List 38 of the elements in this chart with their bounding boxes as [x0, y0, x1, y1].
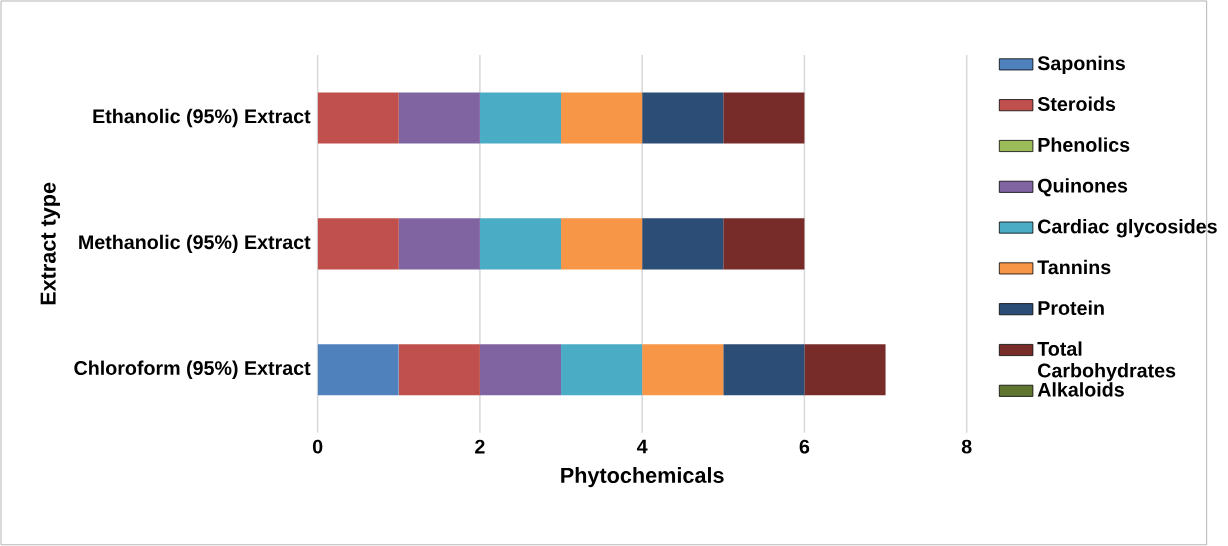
legend-label: Saponins	[1037, 55, 1125, 75]
bar	[723, 92, 805, 144]
bar	[479, 344, 562, 396]
legend-label: Quinones	[1038, 178, 1128, 197]
y-tick-label: Methanolic (95%) Extract	[79, 234, 311, 254]
bar	[479, 92, 562, 144]
bar	[398, 344, 480, 396]
legend-label: Phenolics	[1038, 137, 1130, 152]
bar	[723, 344, 805, 396]
bar	[398, 92, 480, 144]
x-tick-label: 0	[312, 439, 323, 454]
bar	[723, 218, 805, 270]
x-tick-label: 6	[799, 439, 810, 454]
bar	[317, 218, 399, 270]
x-axis-title: Phytochemicals	[561, 467, 724, 488]
y-tick-label: Ethanolic (95%) Extract	[93, 108, 311, 128]
bar	[398, 218, 480, 270]
legend-label: Total Carbohydrates	[1037, 341, 1176, 382]
bar	[317, 344, 399, 396]
bar	[642, 218, 724, 270]
y-axis-title: Extract type	[40, 182, 61, 305]
legend-label: Protein	[1038, 300, 1104, 316]
bar	[561, 344, 643, 396]
bar	[642, 92, 724, 144]
x-tick-label: 8	[961, 439, 972, 454]
bar	[804, 344, 886, 396]
x-tick-label: 2	[475, 439, 485, 454]
y-tick-label: Chloroform (95%) Extract	[74, 360, 311, 380]
bar	[561, 92, 643, 144]
bar	[317, 92, 399, 144]
bar	[642, 344, 724, 396]
legend-label: Tannins	[1037, 259, 1111, 275]
bar	[479, 218, 562, 270]
x-tick-label: 4	[637, 439, 648, 454]
legend-label: Alkaloids	[1037, 382, 1124, 397]
legend-label: Cardiac glycosides	[1038, 219, 1217, 238]
bar	[561, 218, 643, 270]
legend-label: Steroids	[1037, 96, 1116, 112]
